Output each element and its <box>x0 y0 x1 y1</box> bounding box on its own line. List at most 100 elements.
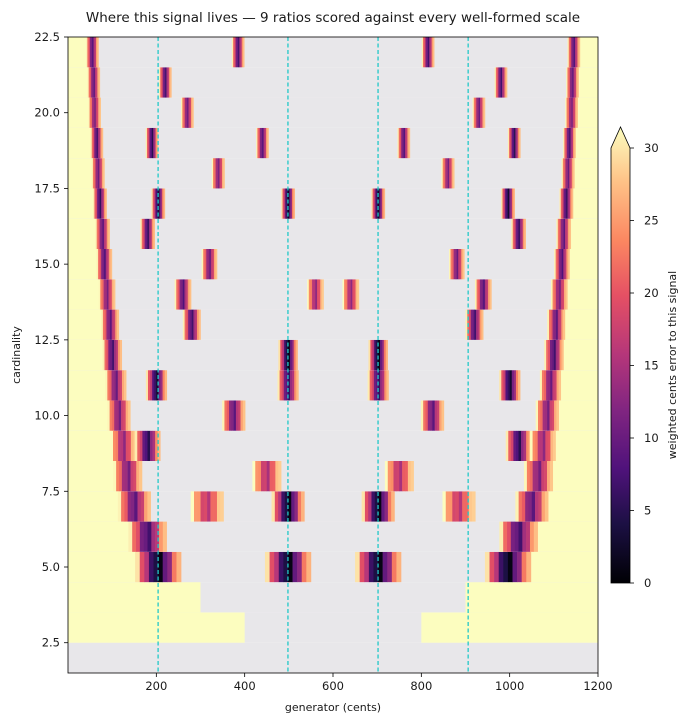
colorbar-label: weighted cents error to this signal <box>666 271 679 459</box>
heatmap-cell <box>528 491 533 522</box>
heatmap-cell <box>111 309 114 340</box>
heatmap-cell <box>95 127 98 159</box>
heatmap-cell <box>561 158 564 189</box>
heatmap-cell <box>103 188 106 219</box>
heatmap-cell <box>274 551 280 583</box>
heatmap-cell <box>125 430 129 461</box>
heatmap-cell <box>570 97 572 128</box>
heatmap-cell <box>373 551 379 583</box>
heatmap-cell <box>570 158 573 189</box>
x-tick-label: 600 <box>322 679 344 693</box>
heatmap-cell <box>100 127 102 159</box>
heatmap-cell <box>68 430 118 461</box>
heatmap-cell <box>233 400 237 431</box>
heatmap-cell <box>203 249 206 280</box>
heatmap-cell <box>566 188 568 219</box>
heatmap-cell <box>529 461 533 492</box>
heatmap-cell <box>383 339 387 371</box>
heatmap-cell <box>551 400 555 431</box>
heatmap-cell <box>94 188 97 219</box>
heatmap-cell <box>206 249 209 280</box>
heatmap-cell <box>481 309 484 340</box>
heatmap-cell <box>518 218 521 249</box>
heatmap-cell <box>423 400 426 431</box>
heatmap-cell <box>540 400 543 431</box>
heatmap-cell <box>387 551 393 583</box>
heatmap-cell <box>449 249 451 280</box>
heatmap-cell <box>562 309 598 340</box>
heatmap-cell <box>445 491 450 522</box>
heatmap-cell <box>123 400 126 431</box>
heatmap-cell <box>521 430 524 461</box>
heatmap-cell <box>148 551 154 583</box>
heatmap-cell <box>359 551 365 583</box>
heatmap-cell <box>510 127 512 159</box>
heatmap-cell <box>551 339 555 371</box>
heatmap-cell <box>562 158 565 189</box>
heatmap-cell <box>379 188 382 219</box>
heatmap-cell <box>95 158 98 189</box>
heatmap-cell <box>376 188 379 219</box>
heatmap-cell <box>150 127 153 159</box>
heatmap-cell <box>550 279 553 310</box>
heatmap-cell <box>274 491 279 522</box>
heatmap-cell <box>154 370 157 401</box>
heatmap-cell <box>117 309 120 340</box>
heatmap-cell <box>439 400 442 431</box>
heatmap-cell <box>297 491 302 522</box>
heatmap-cell <box>451 158 454 189</box>
heatmap-cell <box>474 279 477 310</box>
heatmap-cell <box>380 370 383 401</box>
heatmap-cell <box>378 370 381 401</box>
heatmap-cell <box>160 67 162 98</box>
heatmap-cell <box>571 188 598 219</box>
heatmap-cell <box>558 249 561 280</box>
heatmap-cell <box>378 188 380 219</box>
heatmap-cell <box>559 309 562 340</box>
heatmap-cell <box>489 551 495 583</box>
heatmap-cell <box>521 218 524 249</box>
heatmap-cell <box>223 158 225 189</box>
heatmap-cell <box>494 67 497 98</box>
heatmap-cell <box>177 279 180 310</box>
heatmap-cell <box>376 339 379 371</box>
heatmap-cell <box>188 309 191 340</box>
heatmap-cell <box>283 370 287 401</box>
heatmap-cell <box>157 430 161 461</box>
heatmap-cell <box>279 370 282 401</box>
heatmap-cell <box>229 400 232 431</box>
heatmap-cell <box>92 37 94 68</box>
heatmap-cell <box>88 97 90 128</box>
heatmap-cell <box>567 37 570 68</box>
heatmap-cell <box>559 279 562 310</box>
row-background <box>68 67 598 98</box>
heatmap-cell <box>538 400 541 431</box>
heatmap-cell <box>212 249 215 280</box>
heatmap-cell <box>352 279 355 310</box>
heatmap-cell <box>222 400 225 431</box>
heatmap-cell <box>148 127 150 159</box>
heatmap-cell <box>500 67 503 98</box>
heatmap-cell <box>535 461 539 492</box>
heatmap-cell <box>115 370 119 401</box>
heatmap-cell <box>368 551 374 583</box>
heatmap-cell <box>306 551 312 583</box>
heatmap-cell <box>364 491 369 522</box>
heatmap-cell <box>552 370 555 401</box>
heatmap-cell <box>524 461 528 492</box>
heatmap-cell <box>140 491 145 522</box>
heatmap-cell <box>408 127 411 159</box>
heatmap-cell <box>231 400 234 431</box>
heatmap-cell <box>271 491 276 522</box>
heatmap-cell <box>368 491 372 522</box>
heatmap-cell <box>191 309 194 340</box>
heatmap-cell <box>160 188 163 219</box>
heatmap-cell <box>563 309 566 340</box>
heatmap-cell <box>162 67 165 98</box>
heatmap-cell <box>165 67 167 98</box>
heatmap-cell <box>453 249 456 280</box>
colorbar-tick-label: 15 <box>644 359 659 373</box>
heatmap-cell <box>209 249 212 280</box>
heatmap-cell <box>284 491 289 522</box>
heatmap-cell <box>515 218 518 249</box>
